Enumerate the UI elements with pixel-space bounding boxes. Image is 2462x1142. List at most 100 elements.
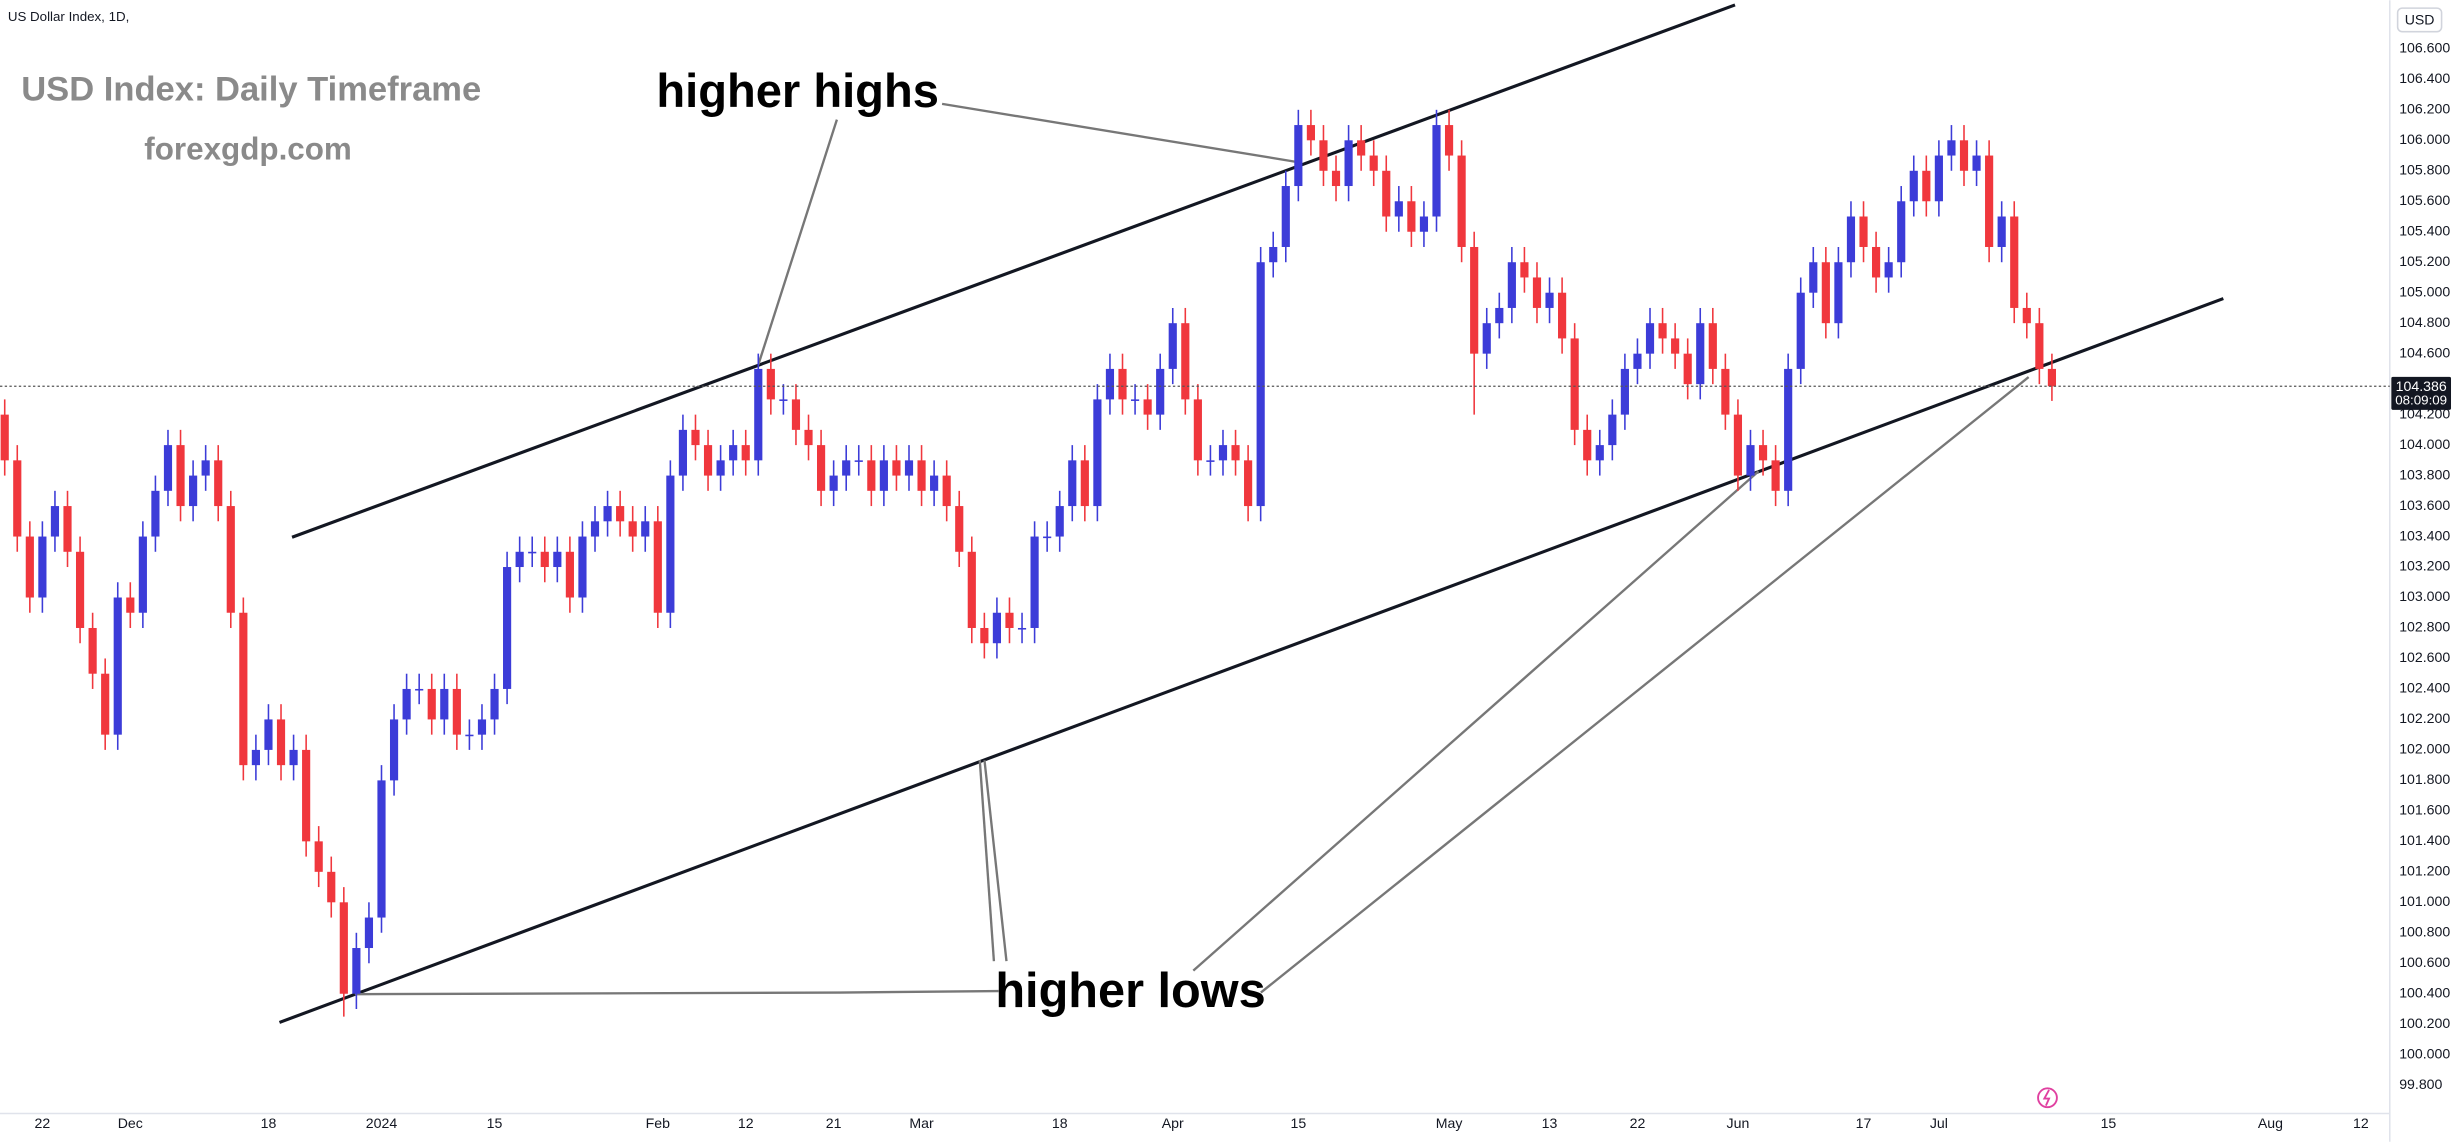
y-tick-label: 104.600 [2399, 344, 2450, 360]
x-tick-label: 22 [1630, 1115, 1646, 1131]
candle-body [477, 719, 487, 735]
candle-body [578, 536, 587, 598]
candle-body [402, 688, 411, 720]
x-tick-label: Apr [1162, 1115, 1184, 1131]
candle-body [1482, 323, 1491, 354]
candle-body [515, 551, 524, 568]
currency: USD [2405, 11, 2435, 27]
candle-body [829, 475, 838, 491]
candle-body [1369, 155, 1378, 171]
candle-body [804, 429, 813, 446]
candle-body [302, 749, 311, 842]
candle-body [1444, 125, 1454, 156]
candle-body [641, 521, 650, 537]
currency-box[interactable] [2396, 7, 2443, 33]
candle-body [1206, 460, 1215, 462]
y-tick-label: 100.200 [2399, 1015, 2450, 1031]
candle-body [842, 460, 851, 476]
candle-body [1947, 140, 1956, 156]
candle-body [1130, 399, 1140, 401]
y-tick-label: 103.800 [2399, 466, 2450, 482]
symbol-header: US Dollar Index, 1D, [8, 9, 129, 24]
y-tick-label: 105.600 [2399, 192, 2450, 208]
x-tick-label: 2024 [366, 1115, 398, 1131]
candle-body [1281, 186, 1290, 247]
candle-body [415, 688, 424, 691]
candle-body [603, 506, 612, 522]
candle-body [389, 719, 399, 781]
x-tick-label: 18 [261, 1115, 277, 1131]
candle-body [1344, 140, 1353, 187]
y-tick-label: 103.000 [2399, 588, 2450, 604]
x-tick-label: Aug [2258, 1115, 2283, 1131]
candle-body [126, 597, 135, 613]
candle-body [264, 719, 273, 750]
candle-body [1256, 262, 1265, 507]
candle-body [1746, 445, 1755, 476]
candle-body [1771, 460, 1780, 491]
candle-body [1407, 201, 1416, 232]
candle-body [1231, 445, 1240, 461]
annotation-pointers [354, 102, 2030, 996]
candle-body [251, 749, 260, 766]
candle-body [2022, 307, 2031, 324]
candle-body [816, 445, 826, 491]
candle-body [101, 673, 110, 735]
annotation: higher highs [656, 64, 939, 117]
candle-body [1168, 323, 1177, 369]
pointer-line [1260, 376, 2030, 994]
y-tick-label: 100.400 [2399, 984, 2450, 1000]
candle-body [88, 627, 97, 674]
candle-body [1884, 262, 1893, 278]
candle-body [854, 460, 863, 462]
candle-body [1671, 338, 1680, 354]
x-tick-label: 15 [487, 1115, 503, 1131]
candle-body [540, 551, 549, 568]
candle-body [1507, 262, 1516, 308]
x-tick-label: Jul [1930, 1115, 1948, 1131]
x-tick-label: 22 [35, 1115, 51, 1131]
y-tick-label: 105.000 [2399, 283, 2450, 299]
candle-body [113, 597, 122, 735]
candle-body [1394, 201, 1403, 217]
candle-body [1382, 170, 1391, 217]
candle-body [1583, 429, 1592, 461]
candle-body [63, 506, 72, 552]
y-tick-label: 105.800 [2399, 162, 2450, 178]
candle-body [138, 536, 147, 613]
candle-body [1846, 216, 1856, 263]
candle-body [779, 399, 788, 401]
alert-icon-bolt [2042, 1089, 2051, 1107]
countdown: 08:09:09 [2395, 393, 2447, 408]
candle-body [490, 688, 499, 720]
candle-body [1269, 246, 1278, 263]
candle-body [1105, 368, 1115, 400]
candle-body [1331, 170, 1341, 187]
candle-body [163, 445, 173, 491]
candle-body [176, 445, 185, 507]
candle-body [2047, 368, 2057, 387]
candle-body [50, 506, 60, 537]
candle-body [1017, 627, 1027, 630]
candle-body [1959, 140, 1969, 171]
y-tick-label: 101.800 [2399, 771, 2450, 787]
candle-body [503, 567, 512, 689]
candle-body [528, 551, 537, 554]
y-tick-label: 99.800 [2399, 1076, 2442, 1092]
candle-body [992, 612, 1001, 644]
candle-body [1218, 445, 1228, 461]
candle-body [553, 551, 562, 568]
y-tick-label: 104.800 [2399, 314, 2450, 330]
y-tick-label: 102.800 [2399, 619, 2450, 635]
y-tick-label: 103.200 [2399, 558, 2450, 574]
candle-body [1068, 460, 1077, 507]
candle-body [75, 551, 85, 628]
candle-body [1143, 399, 1152, 415]
candle-body [1156, 368, 1165, 415]
candle-body [955, 506, 964, 552]
pointer-line [941, 102, 1298, 164]
alert-icon[interactable] [2037, 1087, 2058, 1109]
candle-body [1306, 125, 1315, 141]
x-tick-label: 13 [1542, 1115, 1558, 1131]
candle-body [1633, 353, 1642, 369]
